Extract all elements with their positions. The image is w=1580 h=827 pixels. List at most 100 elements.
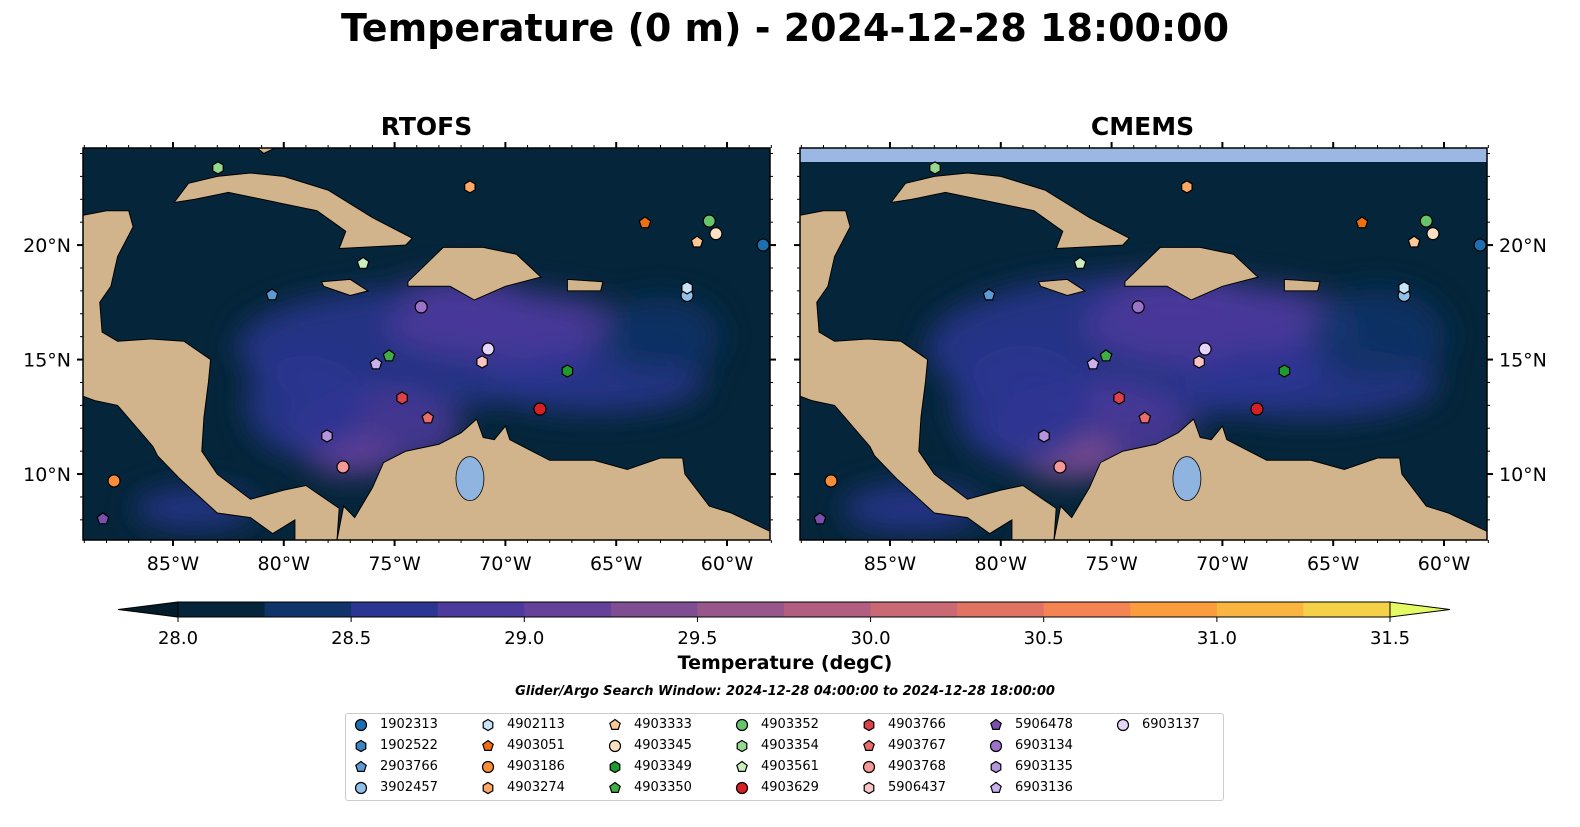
legend-item: 4903051 [481, 738, 565, 753]
lon-tick-label: 80°W [258, 553, 311, 575]
float-marker-6903137 [481, 342, 495, 356]
legend-item: 4903352 [735, 717, 819, 732]
legend-label: 4903186 [507, 759, 565, 774]
legend-marker [354, 781, 368, 794]
float-marker-4903629 [533, 402, 547, 416]
legend-item: 6903135 [989, 759, 1073, 774]
colorbar-tick-label: 28.0 [158, 628, 198, 649]
colorbar-tick-label: 30.0 [851, 628, 891, 649]
colorbar-bin [610, 602, 698, 617]
legend-marker [863, 781, 875, 794]
legend-marker [863, 718, 875, 731]
warm-water-region [245, 355, 366, 456]
land [1053, 418, 1487, 540]
legend-marker [609, 781, 621, 793]
float-marker-5906478 [96, 512, 110, 525]
colorbar-tick-label: 29.0 [504, 628, 544, 649]
lat-tick-label: 20°N [23, 235, 71, 257]
circle-marker-icon [608, 739, 622, 752]
float-marker-4902113 [681, 281, 693, 295]
lon-tick-label: 70°W [479, 553, 532, 575]
warm-water-region [1308, 288, 1447, 385]
colorbar-frame [177, 601, 1391, 618]
float-marker-4903768 [336, 460, 350, 474]
legend: 1902313 1902522 2903766 3902457 4902113 49030… [345, 713, 1224, 801]
no-data-strip [800, 148, 1487, 162]
legend-label: 4903767 [888, 738, 946, 753]
legend-label: 1902522 [380, 738, 438, 753]
float-marker-4903561 [1073, 256, 1087, 269]
warm-water-region [953, 345, 1092, 466]
lat-tick-label: 15°N [1499, 350, 1547, 372]
legend-marker [989, 739, 1003, 752]
search-window-text: Glider/Argo Search Window: 2024-12-28 04… [515, 684, 1055, 699]
legend-label: 6903135 [1015, 759, 1073, 774]
colorbar-bin [1130, 602, 1218, 617]
legend-item: 4903350 [608, 780, 692, 795]
circle-marker-icon [735, 718, 749, 731]
colorbar-bin [351, 602, 439, 617]
float-marker-4903354 [212, 161, 224, 175]
colorbar-tick-label: 29.5 [677, 628, 717, 649]
legend-marker [1116, 718, 1130, 731]
colorbar-bin [784, 602, 872, 617]
legend-label: 4903051 [507, 738, 565, 753]
legend-label: 4903274 [507, 780, 565, 795]
rtofs-panel-title: RTOFS [380, 112, 473, 141]
legend-label: 4903350 [634, 780, 692, 795]
hexagon-marker-icon [990, 760, 1002, 773]
circle-marker-icon [862, 760, 876, 773]
pentagon-marker-icon [863, 739, 875, 751]
float-marker-4903333 [690, 235, 704, 248]
float-marker-4903186 [107, 474, 121, 488]
circle-marker-icon [354, 718, 368, 731]
legend-label: 4903354 [761, 738, 819, 753]
colorbar-bin [524, 602, 612, 617]
map-frame [799, 147, 1488, 541]
legend-marker [482, 781, 494, 794]
colorbar: 28.0 28.5 29.0 29.5 30.0 30.5 31.0 31.5 [117, 601, 1451, 649]
land [566, 278, 604, 292]
hexagon-marker-icon [863, 718, 875, 731]
legend-label: 4902113 [507, 717, 565, 732]
float-marker-4903345 [1426, 227, 1440, 241]
legend-marker [355, 739, 367, 752]
float-marker-4903766 [396, 391, 408, 405]
lon-tick-label: 60°W [701, 553, 754, 575]
land [83, 210, 340, 540]
land [336, 418, 770, 540]
colorbar-bin [1216, 602, 1304, 617]
legend-marker [608, 739, 622, 752]
legend-label: 6903134 [1015, 738, 1073, 753]
float-marker-4903051 [1355, 216, 1369, 229]
legend-item: 4903767 [862, 738, 946, 753]
pentagon-marker-icon [355, 760, 367, 772]
pentagon-marker-icon [482, 739, 494, 751]
legend-marker [990, 781, 1002, 793]
land [1283, 278, 1321, 292]
float-marker-5906437 [1193, 355, 1205, 369]
float-marker-4902113 [1398, 281, 1410, 295]
legend-marker [735, 781, 749, 794]
legend-item: 1902522 [354, 738, 438, 753]
legend-label: 4903629 [761, 780, 819, 795]
circle-marker-icon [354, 781, 368, 794]
lon-tick-label: 70°W [1196, 553, 1249, 575]
legend-marker [609, 718, 621, 730]
legend-item: 5906478 [989, 717, 1073, 732]
legend-label: 4903561 [761, 759, 819, 774]
colorbar-bin [870, 602, 958, 617]
legend-label: 2903766 [380, 759, 438, 774]
colorbar-bin [264, 602, 352, 617]
land [1037, 278, 1087, 297]
lat-tick-label: 10°N [1499, 464, 1547, 486]
float-marker-6903137 [1198, 342, 1212, 356]
legend-label: 5906478 [1015, 717, 1073, 732]
legend-item: 1902313 [354, 717, 438, 732]
legend-label: 6903137 [1142, 717, 1200, 732]
float-marker-4903768 [1053, 460, 1067, 474]
colorbar-bin [1043, 602, 1131, 617]
pentagon-marker-icon [609, 781, 621, 793]
land [172, 172, 414, 250]
float-marker-4903766 [1113, 391, 1125, 405]
